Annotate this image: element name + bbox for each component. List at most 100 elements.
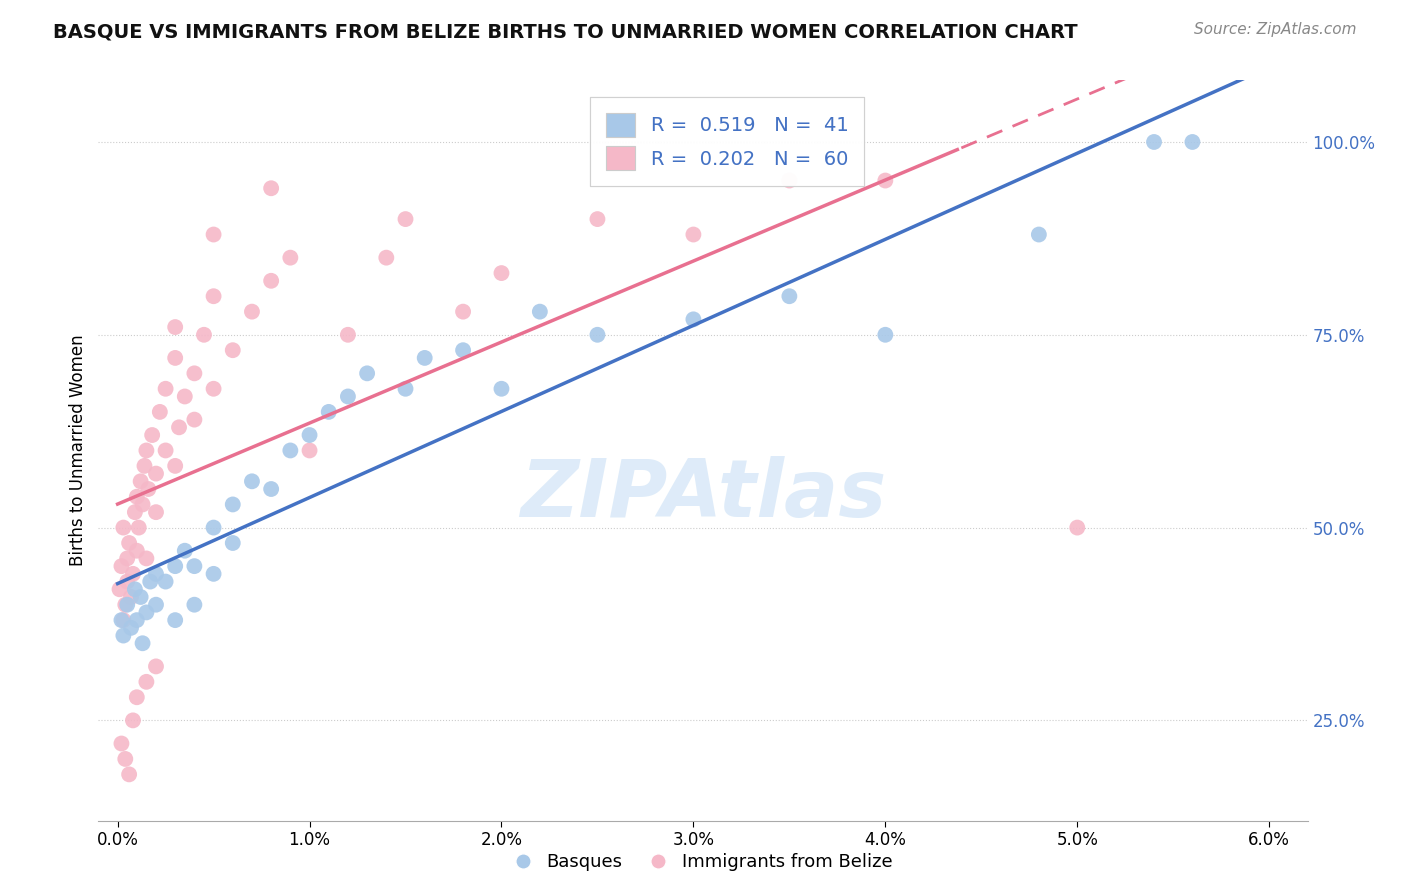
Point — [202, 566, 225, 581]
Point — [125, 613, 148, 627]
Point — [280, 251, 302, 265]
Point — [451, 304, 474, 318]
Point — [875, 173, 897, 187]
Point — [336, 327, 359, 342]
Point — [115, 551, 138, 566]
Point — [112, 613, 135, 627]
Point — [173, 543, 195, 558]
Point — [135, 443, 157, 458]
Point — [260, 274, 283, 288]
Point — [135, 551, 157, 566]
Point — [318, 405, 340, 419]
Point — [145, 467, 167, 481]
Point — [118, 536, 141, 550]
Point — [155, 443, 177, 458]
Point — [491, 266, 513, 280]
Point — [108, 582, 131, 597]
Point — [155, 382, 177, 396]
Point — [136, 482, 159, 496]
Point — [586, 327, 609, 342]
Point — [280, 443, 302, 458]
Point — [586, 212, 609, 227]
Point — [529, 304, 551, 318]
Point — [112, 520, 135, 534]
Point — [183, 412, 205, 426]
Point — [165, 458, 187, 473]
Point — [165, 559, 187, 574]
Point — [165, 613, 187, 627]
Point — [356, 367, 378, 381]
Point — [145, 659, 167, 673]
Point — [222, 498, 245, 512]
Point — [131, 498, 153, 512]
Point — [139, 574, 162, 589]
Point — [222, 536, 245, 550]
Point — [682, 312, 704, 326]
Point — [183, 367, 205, 381]
Point — [1066, 520, 1088, 534]
Point — [110, 559, 132, 574]
Point — [240, 475, 263, 489]
Point — [129, 475, 152, 489]
Point — [128, 520, 150, 534]
Point — [145, 566, 167, 581]
Text: Source: ZipAtlas.com: Source: ZipAtlas.com — [1194, 22, 1357, 37]
Point — [778, 289, 800, 303]
Point — [682, 227, 704, 242]
Y-axis label: Births to Unmarried Women: Births to Unmarried Women — [69, 334, 87, 566]
Point — [336, 389, 359, 403]
Point — [141, 428, 163, 442]
Point — [120, 621, 142, 635]
Point — [110, 613, 132, 627]
Legend: R =  0.519   N =  41, R =  0.202   N =  60: R = 0.519 N = 41, R = 0.202 N = 60 — [591, 97, 863, 186]
Point — [115, 598, 138, 612]
Text: ZIPAtlas: ZIPAtlas — [520, 456, 886, 534]
Point — [114, 752, 136, 766]
Point — [394, 382, 416, 396]
Point — [491, 382, 513, 396]
Point — [173, 389, 195, 403]
Point — [413, 351, 436, 365]
Text: BASQUE VS IMMIGRANTS FROM BELIZE BIRTHS TO UNMARRIED WOMEN CORRELATION CHART: BASQUE VS IMMIGRANTS FROM BELIZE BIRTHS … — [53, 22, 1078, 41]
Point — [145, 598, 167, 612]
Point — [124, 505, 146, 519]
Point — [122, 566, 145, 581]
Point — [115, 574, 138, 589]
Point — [1181, 135, 1204, 149]
Point — [165, 320, 187, 334]
Point — [131, 636, 153, 650]
Point — [394, 212, 416, 227]
Point — [125, 543, 148, 558]
Point — [114, 598, 136, 612]
Point — [155, 574, 177, 589]
Point — [125, 690, 148, 705]
Point — [298, 443, 321, 458]
Point — [193, 327, 215, 342]
Point — [875, 327, 897, 342]
Point — [165, 351, 187, 365]
Legend: Basques, Immigrants from Belize: Basques, Immigrants from Belize — [506, 847, 900, 879]
Point — [124, 582, 146, 597]
Point — [778, 173, 800, 187]
Point — [149, 405, 172, 419]
Point — [375, 251, 398, 265]
Point — [222, 343, 245, 358]
Point — [134, 458, 156, 473]
Point — [112, 629, 135, 643]
Point — [298, 428, 321, 442]
Point — [110, 737, 132, 751]
Point — [202, 382, 225, 396]
Point — [183, 598, 205, 612]
Point — [451, 343, 474, 358]
Point — [145, 505, 167, 519]
Point — [118, 767, 141, 781]
Point — [260, 181, 283, 195]
Point — [183, 559, 205, 574]
Point — [135, 674, 157, 689]
Point — [260, 482, 283, 496]
Point — [1028, 227, 1050, 242]
Point — [167, 420, 190, 434]
Point — [202, 227, 225, 242]
Point — [202, 289, 225, 303]
Point — [122, 714, 145, 728]
